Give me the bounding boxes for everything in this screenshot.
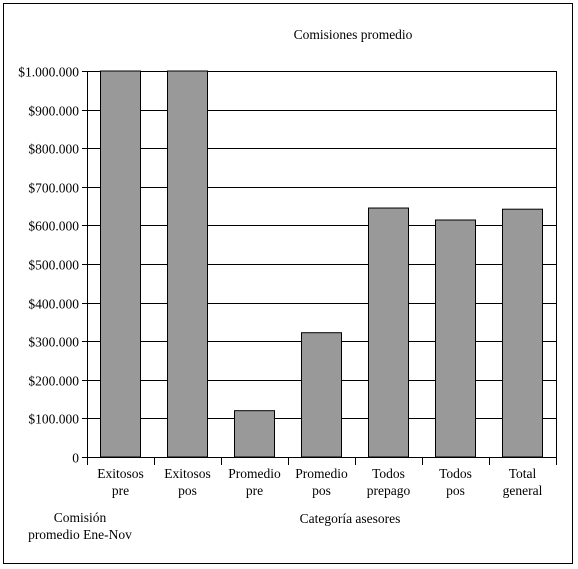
x-tick-label: Promedio pos [295, 466, 348, 498]
x-axis-label: Categoría asesores [300, 511, 401, 526]
chart-frame [3, 3, 573, 564]
y-tick-label: $800.000 [28, 142, 79, 157]
y-tick-label: 0 [72, 451, 79, 466]
bar [167, 70, 208, 458]
y-tick-label: $500.000 [28, 258, 79, 273]
x-tick-label: Exitosos pos [164, 466, 211, 498]
bar [100, 70, 141, 458]
x-tick-label: Todos pos [439, 466, 472, 498]
x-tick-label: Exitosos pre [97, 466, 144, 498]
y-tick-label: $100.000 [28, 412, 79, 427]
gridlines [87, 71, 556, 419]
y-tick-label: $900.000 [28, 104, 79, 119]
x-tick-labels: Exitosos pre Exitosos pos Promedio pre Promedi… [97, 466, 542, 498]
axes [82, 71, 557, 465]
y-tick-label: $200.000 [28, 374, 79, 389]
x-tick-label: Total general [503, 466, 543, 498]
x-tick-label: Todos prepago [367, 466, 411, 498]
y-axis-label-line-2: promedio Ene-Nov [28, 527, 132, 542]
y-tick-label: $300.000 [28, 335, 79, 350]
bar [368, 207, 409, 458]
y-tick-labels: 0 $100.000 $200.000 $300.000 $400.000 $500.00… [18, 65, 79, 466]
y-tick-label: $400.000 [28, 297, 79, 312]
x-tick-label: Promedio pre [228, 466, 281, 498]
chart-title: Comisiones promedio [294, 27, 413, 42]
bar [502, 208, 543, 458]
y-axis-label-line-1: Comisión [54, 510, 107, 525]
y-tick-label: $1.000.000 [18, 65, 79, 80]
bar [301, 332, 342, 458]
y-tick-label: $600.000 [28, 219, 79, 234]
y-tick-label: $700.000 [28, 181, 79, 196]
bar [234, 410, 275, 458]
bar [435, 219, 476, 458]
